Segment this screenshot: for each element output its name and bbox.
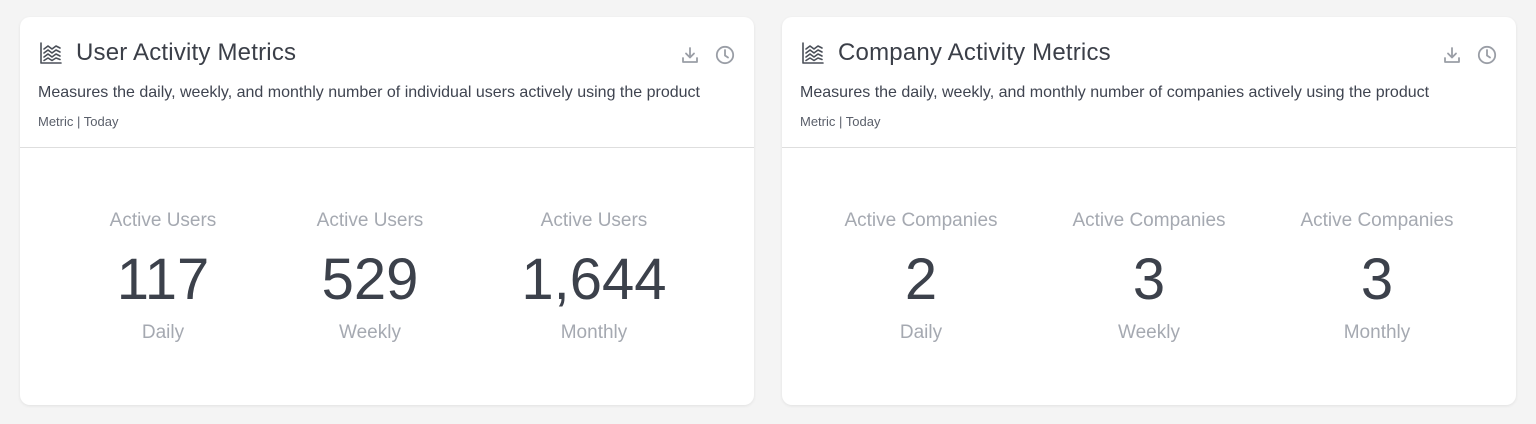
stat-value: 117 <box>116 247 210 312</box>
download-icon[interactable] <box>1441 44 1463 66</box>
stats-row: Active Companies 2 Daily Active Companie… <box>782 148 1516 405</box>
card-actions <box>666 44 736 66</box>
stat-value: 1,644 <box>521 247 667 312</box>
card-title-row: User Activity Metrics <box>39 37 296 69</box>
chart-lines-icon <box>801 41 825 65</box>
clock-icon[interactable] <box>1476 44 1498 66</box>
card-description: Measures the daily, weekly, and monthly … <box>38 84 700 101</box>
clock-icon[interactable] <box>714 44 736 66</box>
user-activity-card: User Activity Metrics Measures the daily… <box>20 17 754 405</box>
download-icon[interactable] <box>679 44 701 66</box>
stat-period: Weekly <box>1118 322 1180 343</box>
card-description: Measures the daily, weekly, and monthly … <box>800 84 1430 101</box>
card-header: Company Activity Metrics Measures the da… <box>782 17 1516 148</box>
stat-label: Active Users <box>540 210 648 231</box>
stat-label: Active Companies <box>1072 210 1226 231</box>
stat-value: 2 <box>904 247 938 312</box>
stats-row: Active Users 117 Daily Active Users 529 … <box>20 148 754 405</box>
stat-label: Active Companies <box>1300 210 1454 231</box>
chart-lines-icon <box>39 41 63 65</box>
stat-label: Active Users <box>316 210 424 231</box>
card-title-row: Company Activity Metrics <box>801 37 1111 69</box>
card-title: Company Activity Metrics <box>838 39 1111 66</box>
card-actions <box>1428 44 1498 66</box>
stat-label: Active Companies <box>844 210 998 231</box>
card-meta: Metric | Today <box>38 114 119 129</box>
stat-value: 3 <box>1132 247 1166 312</box>
card-meta: Metric | Today <box>800 114 881 129</box>
stat-label: Active Users <box>109 210 217 231</box>
stat-period: Monthly <box>560 322 628 343</box>
stat-period: Weekly <box>339 322 401 343</box>
stat-period: Monthly <box>1343 322 1411 343</box>
stat-period: Daily <box>899 322 943 343</box>
card-header: User Activity Metrics Measures the daily… <box>20 17 754 148</box>
stat-period: Daily <box>141 322 185 343</box>
stat-value: 529 <box>321 247 419 312</box>
company-activity-card: Company Activity Metrics Measures the da… <box>782 17 1516 405</box>
stat-value: 3 <box>1360 247 1394 312</box>
card-title: User Activity Metrics <box>76 39 297 66</box>
